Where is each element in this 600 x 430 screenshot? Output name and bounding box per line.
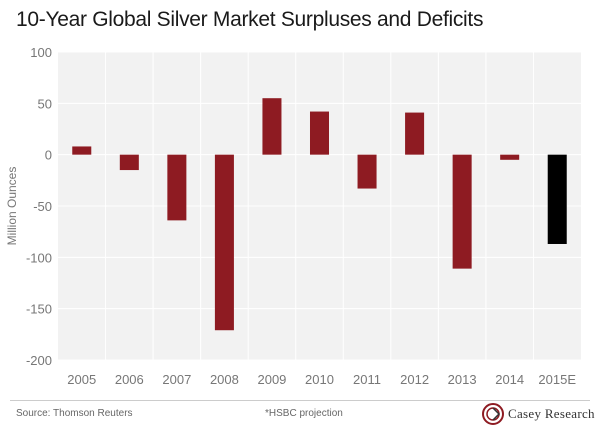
source-note: Source: Thomson Reuters (16, 408, 133, 419)
y-tick-label: 50 (38, 96, 52, 111)
footer-divider (10, 400, 590, 401)
bar-2009 (262, 98, 282, 155)
bar-2006 (119, 154, 139, 171)
casey-research-logo-icon (482, 403, 504, 425)
bar-2013 (452, 154, 472, 269)
x-tick-label: 2005 (67, 372, 96, 387)
x-tick-label: 2009 (257, 372, 286, 387)
x-tick-label: 2014 (495, 372, 524, 387)
x-tick-label: 2012 (400, 372, 429, 387)
bar-2015E (547, 154, 567, 244)
bar-2005 (72, 146, 92, 155)
bar-chart: 100 50 0 -50 -100 -150 -200 Million Ounces 2005 2… (5, 45, 581, 387)
y-tick-label: -150 (26, 302, 52, 317)
brand-logo-area: Casey Research (482, 403, 595, 425)
y-tick-label: -200 (26, 353, 52, 368)
bar-2008 (214, 154, 234, 331)
y-tick-label: 0 (45, 148, 52, 163)
brand-name: Casey Research (508, 406, 595, 421)
x-tick-label: 2011 (353, 372, 381, 387)
x-tick-label: 2015E (538, 372, 576, 387)
bar-2014 (500, 154, 520, 160)
y-tick-label: -50 (33, 199, 52, 214)
bar-2012 (405, 112, 425, 155)
chart-title: 10-Year Global Silver Market Surpluses a… (16, 8, 484, 31)
bar-2007 (167, 154, 187, 221)
x-tick-label: 2008 (210, 372, 239, 387)
y-axis-label: Million Ounces (5, 167, 19, 246)
y-tick-label: 100 (30, 45, 52, 60)
x-tick-label: 2013 (448, 372, 477, 387)
projection-note: *HSBC projection (265, 408, 343, 419)
bar-2010 (309, 111, 330, 155)
x-tick-label: 2006 (115, 372, 144, 387)
x-tick-label: 2010 (305, 372, 334, 387)
bar-2011 (357, 154, 377, 189)
y-tick-label: -100 (26, 250, 52, 265)
x-tick-label: 2007 (162, 372, 191, 387)
